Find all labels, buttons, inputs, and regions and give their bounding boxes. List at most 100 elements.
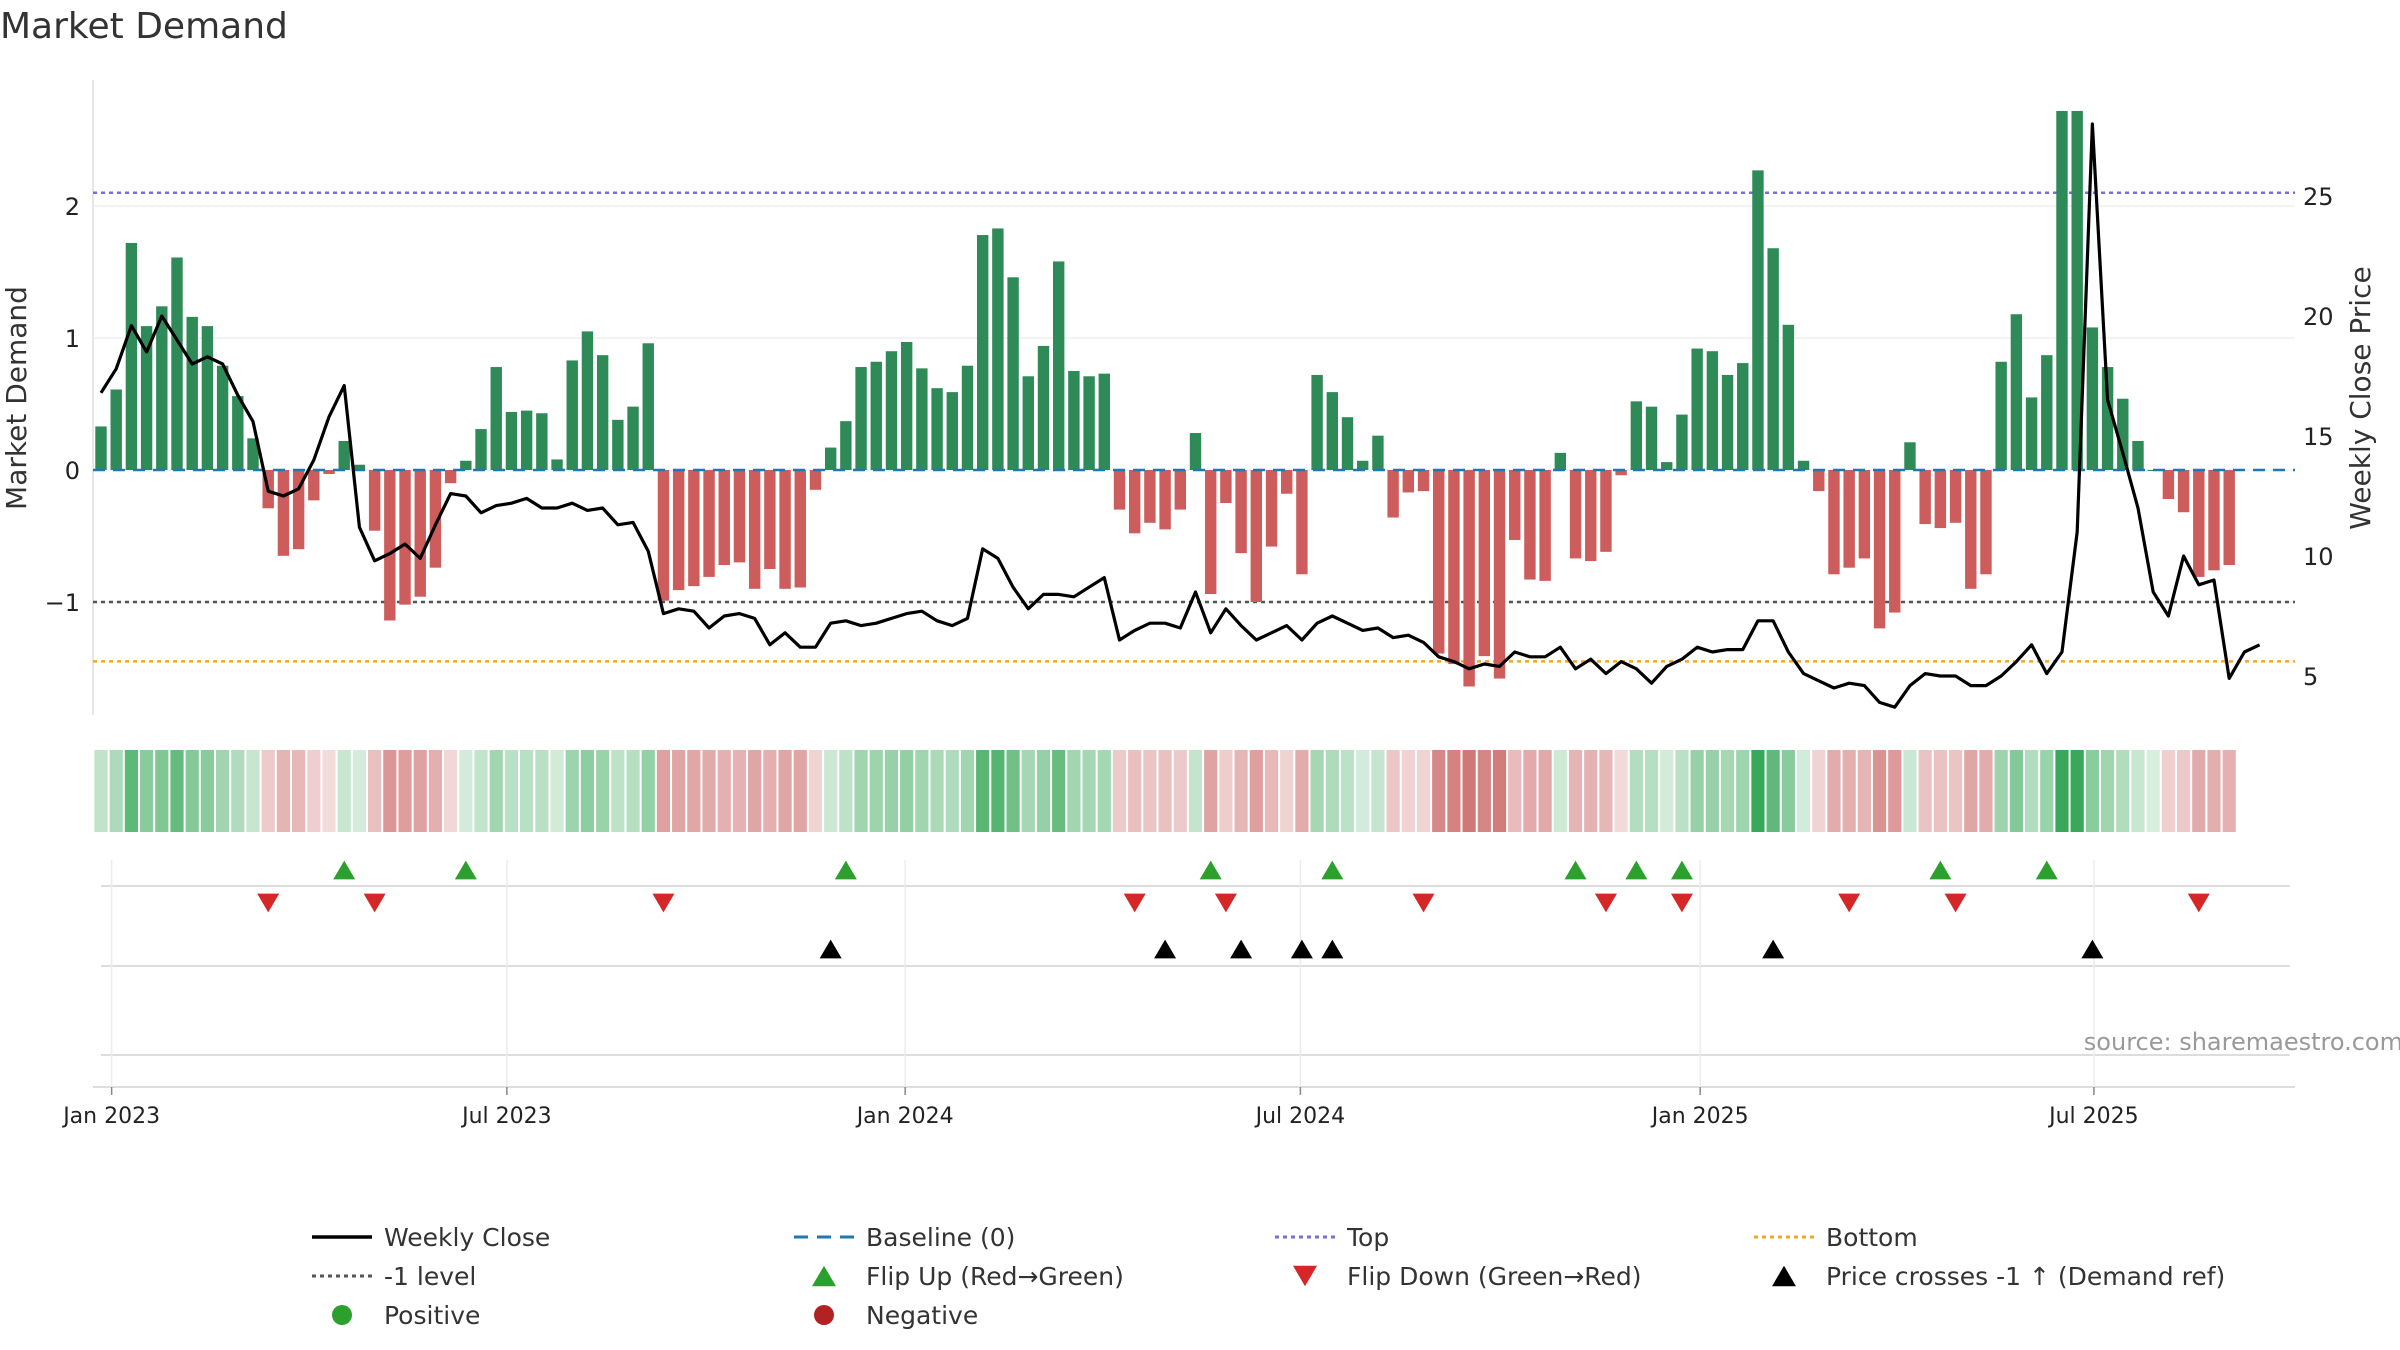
heat-cell — [1143, 750, 1157, 832]
legend-item: -1 level — [312, 1262, 476, 1291]
flip-down-marker — [1123, 893, 1146, 913]
demand-bar-negative — [1509, 470, 1521, 540]
heat-cell — [2085, 750, 2099, 832]
demand-bar-positive — [2056, 110, 2068, 471]
demand-bar-negative — [1417, 470, 1430, 492]
legend-item: Weekly Close — [312, 1223, 550, 1252]
demand-bar-positive — [566, 360, 578, 470]
flip-up-marker — [1199, 860, 1222, 880]
demand-bar-negative — [1402, 470, 1415, 493]
demand-bar-negative — [1813, 470, 1825, 492]
heat-cell — [930, 750, 944, 832]
heat-cell — [1310, 750, 1324, 832]
legend-swatch — [1293, 1265, 1317, 1287]
heat-cell — [1872, 750, 1887, 832]
heat-cell — [1903, 750, 1917, 832]
heat-cell — [185, 750, 199, 832]
demand-bar-negative — [1615, 470, 1627, 476]
demand-bar-negative — [1828, 470, 1840, 575]
demand-bar-positive — [2010, 314, 2023, 470]
heat-cell — [1614, 750, 1628, 832]
demand-bar-negative — [764, 470, 776, 569]
demand-bar-negative — [1858, 470, 1871, 559]
demand-bar-negative — [1265, 470, 1278, 547]
demand-bar-negative — [703, 470, 715, 577]
heat-cell — [109, 750, 123, 832]
legend-label: Top — [1346, 1223, 1389, 1252]
demand-bar-negative — [1387, 470, 1399, 518]
heat-cell — [307, 750, 321, 832]
heat-cell — [1964, 750, 1978, 832]
heat-cell — [2176, 750, 2191, 832]
demand-bar-negative — [1235, 470, 1247, 554]
flip-down-marker — [1670, 893, 1693, 913]
legend-item: Positive — [332, 1301, 480, 1330]
demand-bar-positive — [156, 306, 168, 470]
legend-item: Top — [1275, 1223, 1389, 1252]
heat-cell — [1705, 750, 1719, 832]
demand-bar-negative — [1600, 470, 1612, 552]
heat-cell — [1766, 750, 1780, 832]
flip-down-marker — [1838, 893, 1861, 913]
heat-cell — [641, 750, 655, 832]
demand-bar-negative — [1296, 470, 1308, 575]
flip-down-marker — [257, 893, 280, 913]
heat-cell — [276, 750, 291, 832]
x-tick-label: Jul 2025 — [2047, 1104, 2139, 1129]
flip-down-marker — [2187, 893, 2210, 913]
flip-up-marker — [1321, 860, 1344, 880]
demand-bar-positive — [1341, 417, 1354, 470]
demand-bar-positive — [1083, 376, 1095, 470]
demand-bar-positive — [338, 440, 350, 470]
heat-cell — [702, 750, 716, 832]
demand-bar-positive — [581, 331, 594, 470]
demand-bar-positive — [1098, 373, 1110, 470]
demand-bar-negative — [1919, 470, 1931, 525]
demand-bar-negative — [1144, 470, 1156, 523]
heat-cell — [1067, 750, 1081, 832]
heat-cell — [1416, 750, 1431, 832]
heat-cell — [2070, 750, 2084, 832]
demand-bar-negative — [1250, 470, 1263, 602]
demand-bar-negative — [384, 470, 396, 621]
demand-bar-negative — [748, 470, 761, 589]
heat-cell — [1356, 750, 1370, 832]
demand-bar-negative — [308, 470, 320, 501]
heat-cell — [2146, 750, 2160, 832]
legend-label: Price crosses -1 ↑ (Demand ref) — [1826, 1262, 2225, 1291]
heat-cell — [398, 750, 412, 832]
flip-down-marker — [1944, 893, 1967, 913]
heat-cell — [1477, 750, 1491, 832]
heat-cell — [1188, 750, 1203, 832]
demand-bar-negative — [1524, 470, 1536, 580]
heat-cell — [915, 750, 929, 832]
demand-bar-negative — [688, 470, 700, 587]
heat-cell — [1675, 750, 1689, 832]
heat-cell — [124, 750, 138, 832]
heat-cell — [474, 750, 488, 832]
demand-bar-negative — [1873, 470, 1886, 629]
heat-cell — [1857, 750, 1871, 832]
heat-cell — [1082, 750, 1096, 832]
heat-cell — [1280, 750, 1294, 832]
demand-bar-negative — [399, 470, 411, 605]
demand-bar-positive — [1326, 392, 1339, 470]
demand-bar-positive — [1022, 376, 1034, 470]
demand-bar-positive — [1052, 261, 1065, 470]
demand-bar-positive — [840, 421, 852, 470]
heat-cell — [2100, 750, 2115, 832]
flip-down-marker — [1594, 893, 1617, 913]
demand-bar-positive — [976, 235, 989, 470]
heat-cell — [748, 750, 762, 832]
heat-cell — [1158, 750, 1172, 832]
demand-bar-positive — [900, 341, 913, 470]
heat-cell — [1599, 750, 1613, 832]
heat-cell — [1112, 750, 1127, 832]
demand-bar-positive — [475, 429, 487, 470]
heat-cell — [611, 750, 625, 832]
demand-bar-positive — [1630, 401, 1643, 470]
x-tick-label: Jul 2023 — [460, 1104, 552, 1129]
flip-up-marker — [1625, 860, 1648, 880]
heat-cell — [1264, 750, 1279, 832]
